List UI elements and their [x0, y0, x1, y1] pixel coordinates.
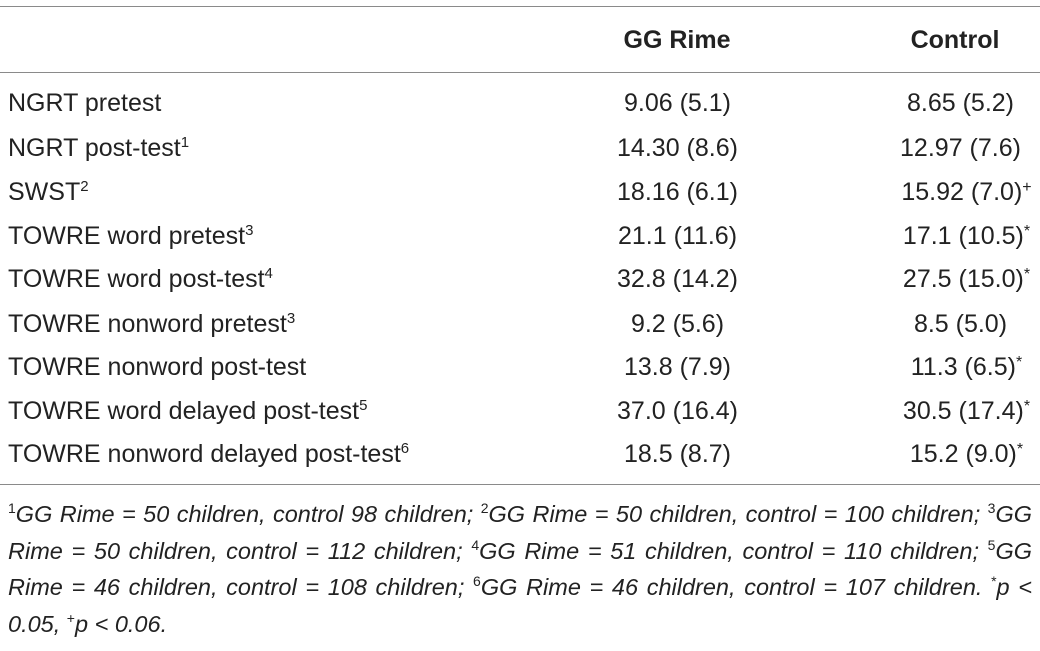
control-value-wrap: 11.3 (6.5)* — [911, 353, 1022, 381]
footnote-text: GG Rime = 46 children, control = 108 chi… — [8, 537, 1032, 601]
row-label-footnote: 6 — [400, 440, 410, 457]
control-cell: 30.5 (17.4)* — [843, 397, 1040, 426]
footnote-marker: * — [991, 573, 997, 589]
row-label: TOWRE nonword pretest3 — [8, 310, 295, 339]
row-label-text: TOWRE word delayed post-test — [8, 397, 360, 425]
row-label-footnote: 2 — [80, 178, 89, 195]
table-row: SWST2 18.16 (6.1) 15.92 (7.0)+ — [0, 178, 1040, 216]
row-label: TOWRE word post-test4 — [8, 265, 273, 294]
row-label-footnote: 4 — [264, 265, 273, 282]
significance-marker: + — [1022, 179, 1032, 196]
table-row: NGRT post-test1 14.30 (8.6) 12.97 (7.6) — [0, 134, 1040, 172]
bottom-rule — [0, 484, 1040, 485]
gg-rime-value: 14.30 (8.6) — [617, 134, 738, 162]
control-value: 27.5 (15.0) — [902, 265, 1024, 293]
table-row: TOWRE word post-test4 32.8 (14.2) 27.5 (15… — [0, 265, 1040, 303]
top-rule — [0, 6, 1040, 7]
gg-rime-value: 21.1 (11.6) — [617, 222, 738, 250]
control-value-wrap: 30.5 (17.4)* — [903, 397, 1030, 425]
footnote-text: GG Rime = 46 children, control = 107 chi… — [480, 574, 992, 600]
row-label-text: TOWRE nonword delayed post-test — [8, 440, 401, 468]
row-label: TOWRE word delayed post-test5 — [8, 397, 367, 426]
control-value: 8.5 (5.0) — [913, 310, 1008, 338]
gg-rime-value: 9.06 (5.1) — [623, 89, 731, 117]
table-row: TOWRE word pretest3 21.1 (11.6) 17.1 (10.5… — [0, 222, 1040, 260]
control-cell: 15.2 (9.0)* — [843, 440, 1040, 469]
control-value: 8.65 (5.2) — [906, 89, 1014, 117]
footnote-text: GG Rime = 50 children, control = 100 chi… — [488, 501, 988, 527]
footnote-marker: 2 — [480, 500, 489, 516]
table-footnotes: 1GG Rime = 50 children, control 98 child… — [8, 496, 1032, 642]
row-label-text: SWST — [8, 178, 81, 206]
control-value: 11.3 (6.5) — [910, 353, 1016, 381]
footnote-marker: 4 — [471, 536, 480, 553]
control-value: 15.92 (7.0) — [901, 178, 1023, 206]
control-value-wrap: 17.1 (10.5)* — [903, 222, 1030, 250]
significance-marker: * — [1015, 354, 1023, 371]
gg-rime-value: 13.8 (7.9) — [623, 353, 731, 381]
control-value: 17.1 (10.5) — [902, 222, 1024, 250]
column-header-gg-rime: GG Rime — [623, 26, 731, 54]
significance-marker: * — [1016, 441, 1024, 458]
control-value-wrap: 8.65 (5.2) — [907, 89, 1014, 117]
footnote-text: p < 0.06. — [74, 610, 168, 637]
control-value-wrap: 12.97 (7.6) — [900, 134, 1021, 162]
significance-marker: * — [1023, 223, 1031, 240]
row-label-text: NGRT pretest — [8, 89, 162, 117]
row-label: NGRT post-test1 — [8, 134, 189, 163]
row-label-footnote: 1 — [180, 134, 190, 151]
control-value: 30.5 (17.4) — [902, 397, 1024, 425]
control-cell: 12.97 (7.6) — [843, 134, 1040, 163]
row-label: TOWRE nonword post-test — [8, 353, 306, 382]
row-label-text: TOWRE nonword pretest — [8, 310, 287, 338]
column-header-control: Control — [910, 26, 1000, 54]
footnote-marker: 1 — [8, 500, 16, 516]
gg-rime-value: 9.2 (5.6) — [630, 310, 725, 338]
control-value-wrap: 8.5 (5.0) — [914, 310, 1007, 338]
control-cell: 8.5 (5.0) — [843, 310, 1040, 339]
control-cell: 8.65 (5.2) — [843, 89, 1040, 118]
row-label-text: TOWRE word post-test — [8, 265, 265, 293]
control-value-wrap: 15.92 (7.0)+ — [901, 178, 1031, 206]
footnote-marker: 6 — [473, 573, 481, 589]
row-label-text: TOWRE nonword post-test — [8, 353, 307, 381]
footnote-text: GG Rime = 51 children, control = 110 chi… — [479, 537, 988, 564]
significance-marker: * — [1023, 266, 1031, 283]
control-cell: 11.3 (6.5)* — [843, 353, 1040, 382]
table-row: TOWRE word delayed post-test5 37.0 (16.4)… — [0, 397, 1040, 435]
row-label: SWST2 — [8, 178, 89, 207]
table-row: TOWRE nonword delayed post-test6 18.5 (8.… — [0, 440, 1040, 478]
control-value-wrap: 15.2 (9.0)* — [910, 440, 1023, 468]
table-row: TOWRE nonword post-test 13.8 (7.9) 11.3 (6… — [0, 353, 1040, 391]
gg-rime-value: 18.5 (8.7) — [623, 440, 731, 468]
row-label-footnote: 3 — [245, 222, 254, 239]
control-cell: 17.1 (10.5)* — [843, 222, 1040, 251]
row-label-text: NGRT post-test — [8, 134, 181, 162]
significance-marker: * — [1023, 398, 1031, 415]
gg-rime-value: 18.16 (6.1) — [617, 178, 738, 206]
table-row: TOWRE nonword pretest3 9.2 (5.6) 8.5 (5.0) — [0, 310, 1040, 348]
table-row: NGRT pretest 9.06 (5.1) 8.65 (5.2) — [0, 89, 1040, 127]
footnote-text: p < 0.05, — [8, 574, 1032, 637]
control-cell: 15.92 (7.0)+ — [843, 178, 1040, 207]
row-label-footnote: 5 — [359, 397, 368, 414]
row-label: TOWRE nonword delayed post-test6 — [8, 440, 409, 469]
control-cell: 27.5 (15.0)* — [843, 265, 1040, 294]
row-label: NGRT pretest — [8, 89, 161, 118]
header-rule — [0, 72, 1040, 73]
control-value: 15.2 (9.0) — [909, 440, 1017, 468]
control-value-wrap: 27.5 (15.0)* — [903, 265, 1030, 293]
footnote-text: GG Rime = 50 children, control 98 childr… — [15, 501, 481, 527]
footnote-marker: 5 — [987, 536, 996, 553]
row-label-footnote: 3 — [286, 310, 296, 327]
footnote-marker: + — [66, 609, 75, 626]
gg-rime-value: 32.8 (14.2) — [617, 265, 738, 293]
footnote-marker: 3 — [987, 500, 996, 516]
row-label: TOWRE word pretest3 — [8, 222, 253, 251]
footnote-text: GG Rime = 50 children, control = 112 chi… — [8, 501, 1032, 564]
control-value: 12.97 (7.6) — [900, 134, 1021, 162]
gg-rime-value: 37.0 (16.4) — [617, 397, 738, 425]
row-label-text: TOWRE word pretest — [8, 222, 246, 250]
